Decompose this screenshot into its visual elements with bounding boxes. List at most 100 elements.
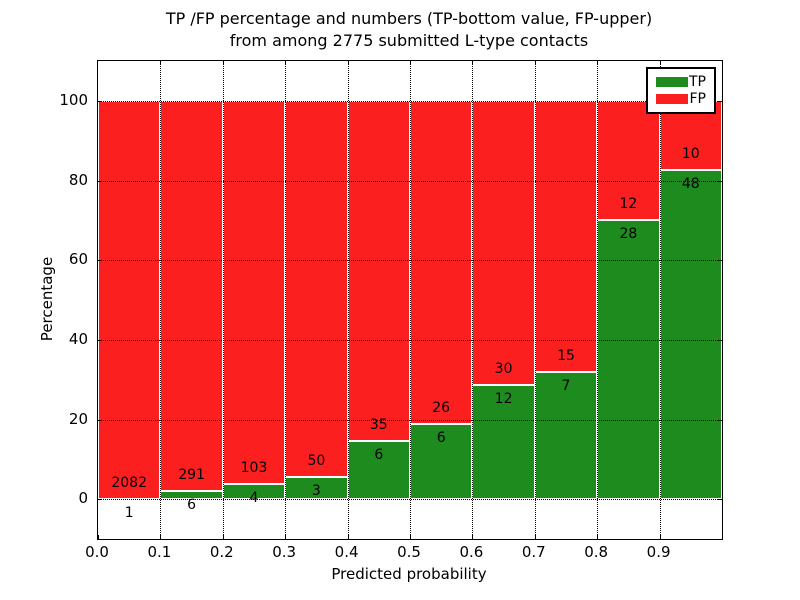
x-tick-mark-top [347, 61, 349, 65]
x-tick-mark-top [160, 61, 162, 65]
y-tick-label: 20 [68, 409, 88, 428]
fp-count-label: 10 [681, 145, 700, 162]
chart-title-line1: TP /FP percentage and numbers (TP-bottom… [165, 9, 653, 28]
legend-entry-fp: FP [656, 92, 706, 106]
x-tick-mark-top [534, 61, 536, 65]
x-tick-mark-top [222, 61, 224, 65]
y-tick-mark-left [98, 180, 102, 182]
chart-title-line2: from among 2775 submitted L-type contact… [229, 31, 589, 50]
chart-title: TP /FP percentage and numbers (TP-bottom… [97, 8, 721, 52]
plot-area: 2082 1 291 6 103 4 50 3 35 6 26 6 30 12 15 7 12 28 10 48 TP… [97, 60, 723, 540]
x-tick-mark-bottom [285, 535, 287, 539]
bar-fp [285, 100, 348, 477]
fp-count-label: 103 [240, 460, 268, 477]
y-tick-label: 60 [68, 250, 88, 269]
y-gridline [98, 180, 722, 182]
bar-fp [410, 100, 473, 425]
x-tick-mark-top [285, 61, 287, 65]
tp-count-label: 6 [187, 497, 197, 514]
fp-count-label: 50 [307, 452, 326, 469]
bar-tp [597, 220, 660, 500]
bar-fp [534, 100, 598, 373]
x-gridline [160, 61, 162, 539]
x-tick-mark-top [472, 61, 474, 65]
tp-count-label: 48 [681, 175, 700, 192]
tp-count-label: 1 [124, 504, 134, 521]
y-gridline [98, 260, 722, 262]
x-gridline [472, 61, 474, 539]
tp-count-label: 6 [374, 446, 384, 463]
x-axis-label: Predicted probability [331, 565, 487, 583]
x-tick-label: 0.8 [584, 543, 609, 561]
fp-count-label: 291 [178, 467, 205, 484]
x-tick-mark-bottom [160, 535, 162, 539]
fp-count-label: 30 [494, 361, 513, 378]
x-tick-mark-bottom [222, 535, 224, 539]
bar-fp [597, 100, 660, 221]
x-tick-mark-bottom [472, 535, 474, 539]
x-gridline [597, 61, 599, 539]
x-tick-mark-bottom [534, 535, 536, 539]
x-tick-label: 0.1 [147, 543, 172, 561]
bar-fp [222, 100, 286, 485]
x-gridline [534, 61, 536, 539]
tp-count-label: 6 [436, 430, 446, 447]
x-tick-mark-bottom [659, 535, 661, 539]
bar-fp [472, 100, 535, 386]
y-tick-mark-left [98, 339, 102, 341]
x-tick-label: 0.7 [521, 543, 546, 561]
fp-count-label: 35 [369, 416, 388, 433]
fp-count-label: 15 [557, 348, 575, 365]
y-gridline [98, 499, 722, 501]
legend: TP FP [646, 67, 716, 114]
x-tick-label: 0.3 [272, 543, 297, 561]
y-tick-label: 100 [59, 90, 88, 109]
y-tick-mark-right [718, 180, 722, 182]
y-gridline [98, 100, 722, 102]
bar-tp [534, 372, 598, 500]
tp-count-label: 12 [494, 391, 513, 408]
legend-label-fp: FP [689, 90, 707, 107]
y-tick-label: 40 [68, 329, 88, 348]
tp-count-label: 28 [619, 226, 638, 243]
tp-count-label: 7 [561, 378, 571, 395]
y-tick-label: 80 [68, 170, 88, 189]
x-gridline [659, 61, 661, 539]
x-tick-label: 0.4 [334, 543, 359, 561]
legend-entry-tp: TP [656, 75, 706, 89]
y-tick-mark-left [98, 100, 102, 102]
fp-count-label: 2082 [111, 474, 148, 491]
x-gridline [285, 61, 287, 539]
bar-tp [347, 440, 410, 500]
bar-fp [160, 100, 223, 492]
y-tick-mark-left [98, 419, 102, 421]
legend-swatch-tp [656, 77, 688, 88]
y-axis-label-text: Percentage [38, 256, 56, 342]
x-gridline [347, 61, 349, 539]
legend-label-tp: TP [689, 74, 706, 91]
fp-count-label: 26 [432, 400, 451, 417]
tp-count-label: 3 [311, 482, 321, 499]
x-tick-mark-bottom [410, 535, 411, 539]
fp-count-label: 12 [619, 196, 638, 213]
x-gridline [222, 61, 224, 539]
x-gridline [410, 61, 411, 539]
y-tick-mark-right [718, 499, 722, 501]
x-tick-mark-bottom [597, 535, 599, 539]
x-tick-mark-bottom [347, 535, 349, 539]
x-tick-label: 0.0 [85, 543, 109, 561]
y-tick-label: 0 [78, 489, 88, 508]
bar-tp [659, 169, 722, 500]
bar-tp [410, 424, 473, 500]
x-tick-mark-top [597, 61, 599, 65]
y-tick-mark-left [98, 499, 102, 501]
bar-tp [472, 385, 535, 500]
bar-fp [98, 100, 161, 499]
x-tick-mark-top [410, 61, 411, 65]
x-tick-label: 0.2 [209, 543, 234, 561]
legend-swatch-fp [656, 93, 688, 104]
y-tick-mark-right [718, 260, 722, 262]
y-tick-mark-left [98, 260, 102, 262]
y-tick-mark-right [718, 339, 722, 341]
